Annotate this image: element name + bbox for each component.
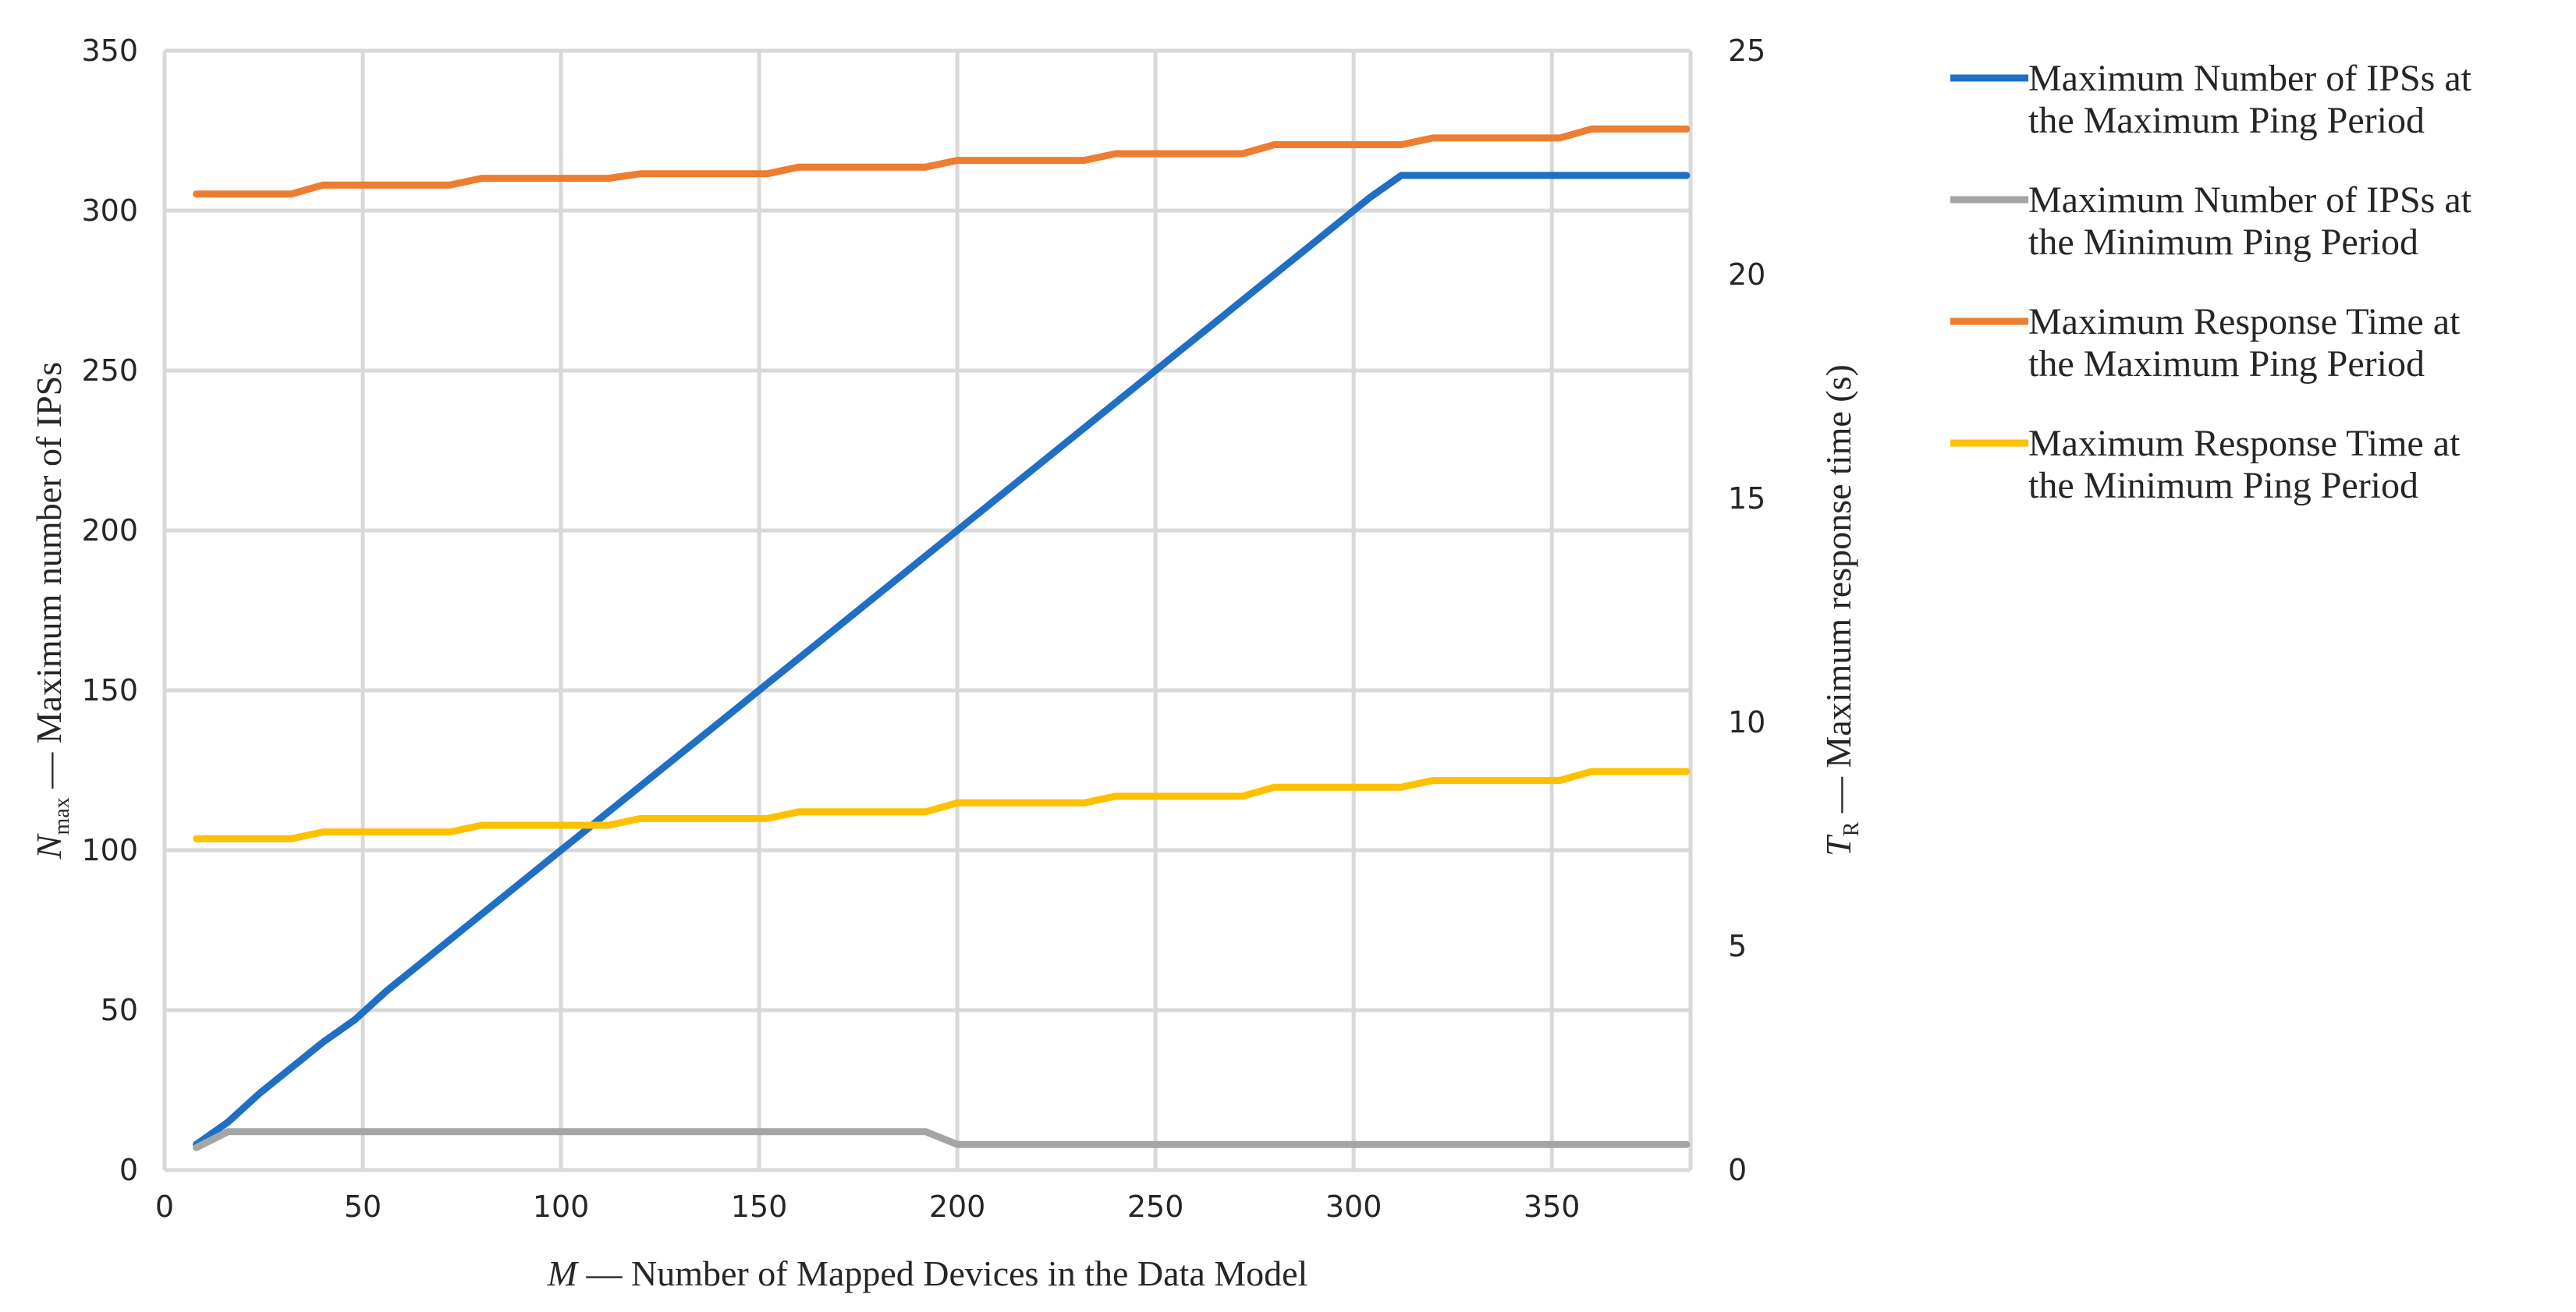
- series-line-maximum-response-time-at-the-minimum-ping-period: [193, 768, 1691, 842]
- x-tick-label: 200: [929, 1190, 986, 1224]
- x-tick-label: 150: [731, 1190, 788, 1224]
- y-left-axis-title: Nmax — Maximum number of IPSs: [29, 362, 74, 860]
- x-axis-title: M — Number of Mapped Devices in the Data…: [547, 1253, 1308, 1293]
- y-right-tick-label: 20: [1728, 257, 1765, 292]
- x-tick-label: 100: [533, 1190, 590, 1224]
- y-left-tick-label: 150: [81, 673, 138, 707]
- y-right-tick-label: 15: [1728, 481, 1765, 516]
- grid: [162, 48, 1693, 1172]
- y-right-axis-title: TR — Maximum response time (s): [1818, 364, 1864, 856]
- legend-label: Maximum Number of IPSs at: [2028, 179, 2472, 221]
- x-tick-label: 300: [1325, 1190, 1382, 1224]
- y-left-tick-label: 300: [81, 193, 138, 228]
- y-left-tick-label: 0: [119, 1153, 138, 1187]
- plot-area: [193, 125, 1691, 1151]
- y-right-tick-label: 10: [1728, 705, 1765, 739]
- legend-label: the Maximum Ping Period: [2028, 343, 2425, 385]
- series-line-maximum-number-of-ipss-at-the-minimum-ping-period: [193, 1128, 1691, 1151]
- y-left-tick-label: 350: [81, 34, 138, 68]
- series-line-maximum-number-of-ipss-at-the-maximum-ping-period: [193, 172, 1691, 1148]
- legend-label: the Minimum Ping Period: [2028, 222, 2418, 263]
- y-left-tick-label: 250: [81, 353, 138, 388]
- legend-label: the Maximum Ping Period: [2028, 100, 2425, 141]
- x-tick-label: 350: [1524, 1190, 1581, 1224]
- x-tick-label: 0: [155, 1190, 174, 1224]
- series-line-maximum-response-time-at-the-maximum-ping-period: [193, 125, 1691, 198]
- y-left-tick-label: 50: [101, 993, 138, 1027]
- axes: 0 50 100 150 200 250 300 3500501001502002503003…: [81, 34, 1765, 1224]
- x-tick-label: 50: [344, 1190, 381, 1224]
- x-tick-label: 250: [1127, 1190, 1184, 1224]
- y-right-tick-label: 0: [1728, 1153, 1747, 1187]
- legend-label: Maximum Number of IPSs at: [2028, 58, 2472, 99]
- legend-label: the Minimum Ping Period: [2028, 465, 2418, 506]
- y-right-tick-label: 5: [1728, 929, 1747, 963]
- axis-titles: M — Number of Mapped Devices in the Data…: [29, 362, 1864, 1293]
- y-right-tick-label: 25: [1728, 34, 1765, 68]
- y-left-tick-label: 100: [81, 833, 138, 867]
- y-left-tick-label: 200: [81, 513, 138, 548]
- legend-label: Maximum Response Time at: [2028, 301, 2461, 342]
- legend-label: Maximum Response Time at: [2028, 423, 2461, 464]
